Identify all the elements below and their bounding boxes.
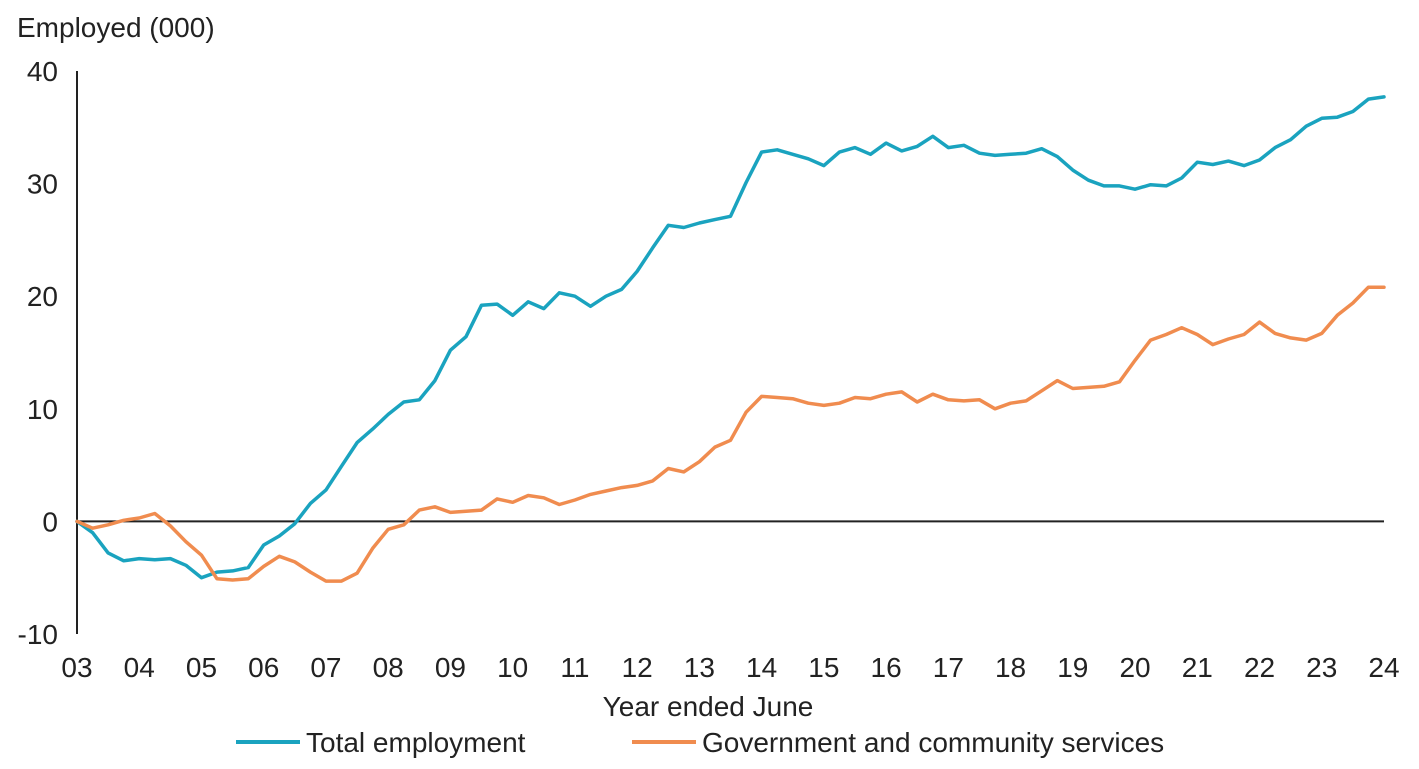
x-tick-label: 17 [933, 652, 964, 683]
x-tick-label: 18 [995, 652, 1026, 683]
series-lines [75, 95, 1386, 583]
x-tick-label: 04 [124, 652, 155, 683]
x-tick-label: 09 [435, 652, 466, 683]
x-tick-label: 19 [1057, 652, 1088, 683]
legend: Total employment Government and community… [236, 727, 1164, 758]
y-tick-label: 20 [27, 281, 58, 312]
x-tick-label: 10 [497, 652, 528, 683]
x-axis-ticks: 03 04 05 06 07 08 09 10 11 12 13 14 15 16 17 18 19 20 21 22… [61, 652, 1399, 683]
legend-label: Government and community services [702, 727, 1164, 758]
y-axis-title: Employed (000) [17, 12, 215, 43]
legend-label: Total employment [306, 727, 526, 758]
y-axis-ticks: -10 0 10 20 30 40 [18, 56, 58, 650]
x-axis-title: Year ended June [603, 691, 814, 722]
x-tick-label: 22 [1244, 652, 1275, 683]
x-tick-label: 15 [808, 652, 839, 683]
x-tick-label: 08 [373, 652, 404, 683]
y-tick-label: 10 [27, 394, 58, 425]
x-tick-label: 24 [1368, 652, 1399, 683]
series-line-total-employment [75, 95, 1386, 580]
y-tick-label: 0 [42, 506, 58, 537]
y-tick-label: 40 [27, 56, 58, 87]
x-tick-label: 11 [560, 652, 589, 683]
x-tick-label: 16 [871, 652, 902, 683]
x-tick-label: 07 [310, 652, 341, 683]
x-tick-label: 05 [186, 652, 217, 683]
x-tick-label: 23 [1306, 652, 1337, 683]
x-tick-label: 06 [248, 652, 279, 683]
x-tick-label: 12 [622, 652, 653, 683]
x-tick-label: 20 [1119, 652, 1150, 683]
series-line-government-community-services [75, 285, 1386, 583]
x-tick-label: 03 [61, 652, 92, 683]
y-tick-label: -10 [18, 619, 58, 650]
x-tick-label: 21 [1182, 652, 1213, 683]
y-tick-label: 30 [27, 169, 58, 200]
x-tick-label: 14 [746, 652, 777, 683]
x-tick-label: 13 [684, 652, 715, 683]
